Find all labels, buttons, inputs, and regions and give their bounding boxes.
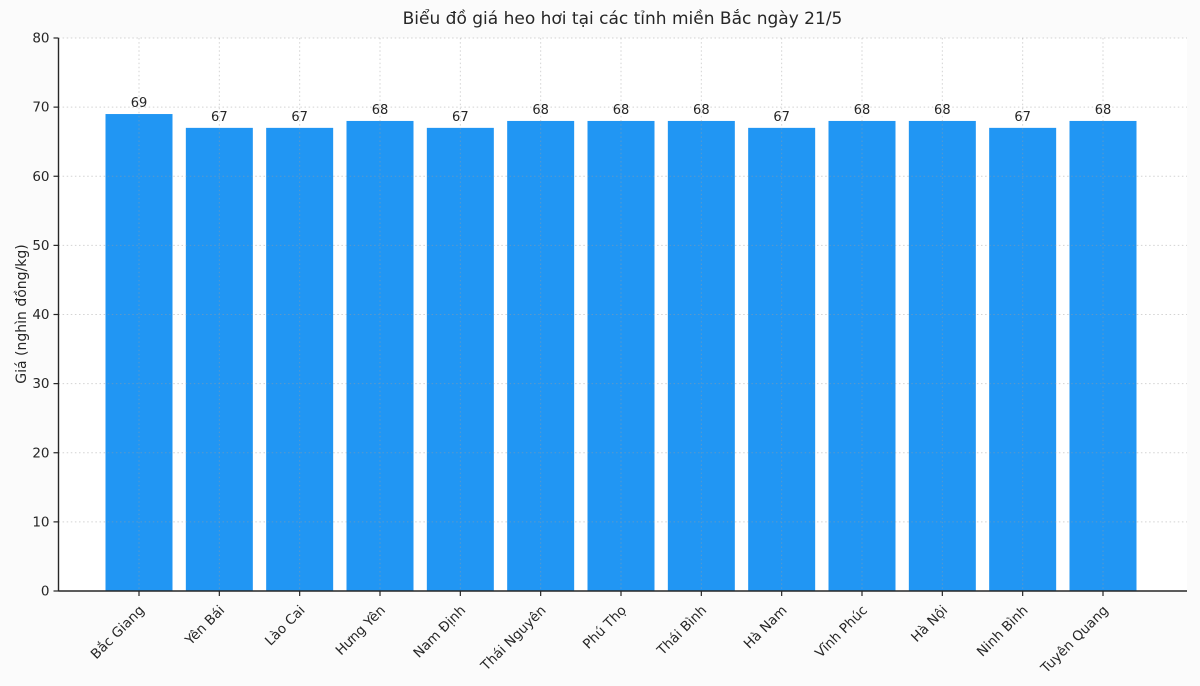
bar: [828, 120, 896, 591]
y-tick-label: 20: [32, 445, 49, 461]
y-tick-label: 50: [32, 238, 49, 254]
bar-value-label: 67: [773, 110, 790, 125]
bar: [266, 127, 334, 592]
bar: [748, 127, 816, 592]
bar: [426, 127, 494, 592]
bar: [908, 120, 976, 591]
bar: [667, 120, 735, 591]
bar-value-label: 68: [532, 103, 549, 118]
bar-value-label: 68: [854, 103, 871, 118]
x-tick-label: Hưng Yên: [333, 603, 389, 659]
bar: [346, 120, 414, 591]
x-tick-label: Thái Bình: [653, 603, 710, 660]
bar-value-label: 68: [934, 103, 951, 118]
x-tick-label: Lào Cai: [262, 603, 309, 650]
y-tick-label: 10: [32, 514, 49, 530]
bar: [1069, 120, 1137, 591]
y-tick-label: 60: [32, 169, 49, 185]
bar-value-label: 68: [1095, 103, 1112, 118]
bar-value-label: 68: [372, 103, 389, 118]
bar: [989, 127, 1057, 592]
x-tick-label: Bắc Giang: [87, 602, 148, 663]
bar-value-label: 67: [1014, 110, 1031, 125]
x-tick-label: Ninh Bình: [974, 603, 1032, 661]
bar: [587, 120, 655, 591]
bar: [105, 114, 173, 591]
y-tick-label: 30: [32, 376, 49, 392]
x-tick-label: Hà Nội: [908, 603, 951, 646]
y-tick-label: 40: [32, 307, 49, 323]
y-tick-label: 70: [32, 100, 49, 116]
bar: [507, 120, 575, 591]
bar-value-label: 67: [291, 110, 308, 125]
x-tick-label: Vĩnh Phúc: [812, 603, 871, 662]
x-tick-label: Nam Định: [410, 603, 469, 662]
bar: [185, 127, 253, 592]
x-tick-label: Tuyên Quang: [1037, 603, 1112, 678]
bar-value-label: 67: [452, 110, 469, 125]
bar-value-label: 67: [211, 110, 228, 125]
bar-value-label: 69: [131, 96, 148, 111]
y-tick-label: 80: [32, 31, 49, 47]
bar-value-label: 68: [693, 103, 710, 118]
chart-title: Biểu đồ giá heo hơi tại các tỉnh miền Bắ…: [402, 9, 843, 29]
x-tick-label: Hà Nam: [741, 603, 791, 653]
x-tick-label: Yên Bái: [182, 603, 229, 650]
x-tick-label: Phú Thọ: [580, 603, 630, 653]
x-tick-label: Thái Nguyên: [477, 603, 549, 675]
bar-value-label: 68: [613, 103, 630, 118]
y-tick-label: 0: [41, 584, 50, 600]
